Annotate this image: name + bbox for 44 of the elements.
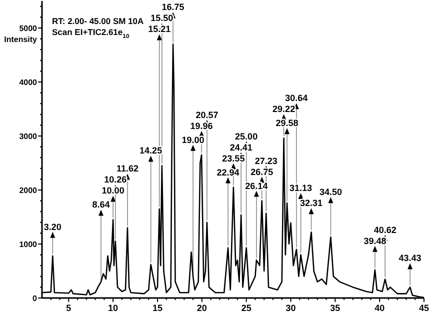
annotation: 10.26 [104, 174, 127, 185]
annotation: 43.43 [398, 253, 422, 264]
annotation: Scan EI+TIC2.61e$_{10}$ [52, 27, 130, 40]
annotation: 14.25 [140, 146, 162, 156]
x-tick-label: 40 [374, 303, 385, 313]
y-tick-label: 5000 [19, 24, 38, 33]
annotation: 11.62 [116, 164, 138, 174]
annotation: 29.22 [272, 104, 296, 114]
y-tick-label: 0 [32, 294, 38, 303]
annotation: 34.50 [319, 187, 342, 198]
y-tick-label: 1000 [19, 240, 38, 249]
annotation: 26.75 [250, 166, 274, 177]
annotation: 29.58 [276, 118, 298, 128]
annotation: 22.94 [216, 167, 240, 178]
annotation: 19.96 [190, 120, 213, 131]
annotation: 10.00 [102, 186, 124, 196]
annotation: 15.21 [148, 24, 171, 34]
annotation: 39.48 [364, 236, 386, 246]
annotation: 3.20 [44, 222, 62, 232]
y-tick-label: 3000 [19, 132, 38, 141]
x-tick-label: 10 [108, 303, 118, 313]
x-tick-label: 25 [241, 303, 252, 313]
x-tick-label: 20 [196, 303, 207, 313]
annotation: 20.57 [196, 110, 218, 120]
annotation: 30.64 [285, 93, 308, 104]
annotation: 25.00 [235, 131, 258, 142]
annotation: RT: 2.00- 45.00 SM 10A [52, 16, 144, 26]
annotation: 15.50 [150, 13, 174, 24]
x-tick-label: 45 [418, 303, 430, 313]
x-tick-label: 5 [66, 303, 72, 313]
x-tick-label: 15 [152, 303, 162, 313]
y-tick-label: 4000 [19, 78, 38, 87]
annotation: 8.64 [92, 200, 110, 210]
annotation: 31.13 [290, 182, 312, 193]
annotation: 19.00 [182, 134, 204, 145]
annotation: 16.75 [162, 2, 184, 12]
annotation: 40.62 [374, 224, 396, 235]
x-tick-label: 30 [286, 303, 296, 313]
annotation: 32.31 [300, 198, 323, 208]
y-tick-label: 2000 [19, 186, 38, 195]
annotation: 26.14 [245, 180, 268, 191]
y-axis-title: Intensity [4, 34, 38, 44]
x-tick-label: 35 [330, 303, 340, 313]
annotation: 27.23 [254, 156, 278, 166]
